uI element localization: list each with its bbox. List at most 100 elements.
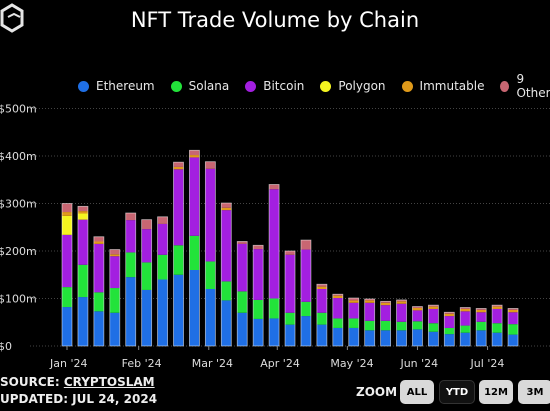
bar-segment: [316, 289, 327, 313]
bar-segment: [93, 311, 104, 346]
bar-segment: [125, 220, 136, 253]
bar-segment: [508, 312, 519, 325]
bar-segment: [508, 334, 519, 346]
source-credit: SOURCE: CRYPTOSLAM: [0, 375, 155, 389]
bar-segment: [332, 327, 343, 346]
zoom-label: ZOOM: [356, 385, 398, 399]
bar-segment: [444, 327, 455, 335]
bar-segment: [221, 300, 232, 346]
bar-outline: [364, 298, 376, 347]
bar-segment: [428, 323, 439, 332]
bar-segment: [285, 312, 296, 325]
bar-segment: [205, 289, 216, 346]
bar-segment: [141, 219, 152, 230]
legend-label: Ethereum: [96, 79, 155, 93]
bar-outline: [443, 311, 455, 347]
bar-segment: [93, 292, 104, 312]
bar-segment: [428, 305, 439, 307]
bar-segment: [300, 240, 311, 250]
bar-outline: [236, 241, 248, 347]
bar-outline: [252, 244, 264, 347]
bar-segment: [189, 155, 200, 158]
legend-item[interactable]: 9 Others: [500, 72, 550, 100]
bar-outline: [348, 297, 360, 347]
bar-segment: [364, 300, 375, 303]
legend-label: Polygon: [338, 79, 386, 93]
bar-segment: [476, 312, 487, 322]
bar-segment: [380, 330, 391, 346]
bar-segment: [380, 301, 391, 303]
bar-segment: [396, 299, 407, 302]
bar-outline: [125, 212, 137, 347]
legend-item[interactable]: Ethereum: [78, 72, 155, 100]
bar-outline: [316, 283, 328, 347]
zoom-ytd-button[interactable]: YTD: [439, 380, 475, 404]
bar-segment: [460, 311, 471, 326]
bar-segment: [205, 161, 216, 169]
chart-title: NFT Trade Volume by Chain: [130, 8, 420, 32]
bar-segment: [189, 150, 200, 156]
bar-segment: [444, 334, 455, 346]
bar-outline: [220, 202, 232, 347]
bar-segment: [109, 249, 120, 255]
bar-segment: [77, 219, 88, 265]
legend-item[interactable]: Bitcoin: [245, 72, 304, 100]
bar-segment: [492, 305, 503, 307]
bar-segment: [444, 312, 455, 314]
bar-segment: [316, 286, 327, 289]
bar-segment: [508, 309, 519, 313]
bar-segment: [253, 245, 264, 250]
bar-segment: [476, 309, 487, 313]
bar-segment: [285, 254, 296, 313]
bar-segment: [221, 210, 232, 282]
bar-outline: [157, 216, 168, 347]
x-tick-label: Jun '24: [399, 357, 438, 370]
source-link[interactable]: CRYPTOSLAM: [63, 375, 155, 389]
bar-segment: [300, 249, 311, 302]
bar-segment: [316, 284, 327, 287]
bar-segment: [237, 312, 248, 346]
bar-segment: [221, 207, 232, 211]
zoom-all-button[interactable]: ALL: [400, 380, 434, 404]
bar-outline: [475, 308, 487, 347]
bar-outline: [491, 304, 503, 347]
bar-segment: [157, 254, 168, 280]
legend-item[interactable]: Solana: [170, 72, 229, 100]
cryptoslam-cube-icon: [0, 3, 24, 33]
bar-segment: [300, 301, 311, 317]
bar-outline: [300, 239, 312, 347]
zoom-12m-button[interactable]: 12M: [479, 380, 513, 404]
bar-segment: [444, 316, 455, 328]
bar-segment: [157, 279, 168, 346]
bar-segment: [269, 184, 280, 190]
bar-segment: [412, 329, 423, 346]
zoom-3m-button[interactable]: 3M: [518, 380, 550, 404]
bar-segment: [316, 324, 327, 346]
bar-segment: [62, 215, 72, 235]
bar-segment: [380, 305, 391, 321]
legend-item[interactable]: Immutable: [401, 72, 484, 100]
legend-label: Bitcoin: [263, 79, 305, 93]
bar-segment: [173, 274, 184, 346]
bar-segment: [348, 302, 359, 319]
bar-segment: [77, 206, 88, 212]
bar-segment: [492, 332, 503, 346]
bar-outline: [268, 184, 280, 347]
bar-segment: [77, 211, 88, 214]
bar-segment: [93, 243, 104, 293]
x-tick-label: Apr '24: [260, 357, 300, 370]
bar-segment: [109, 312, 120, 346]
bar-segment: [93, 236, 104, 242]
legend-item[interactable]: Polygon: [320, 72, 386, 100]
bar-segment: [508, 324, 519, 335]
bar-segment: [237, 243, 248, 292]
bar-outline: [332, 293, 344, 347]
bar-segment: [173, 169, 184, 246]
bar-segment: [269, 298, 280, 319]
x-tick-label: Feb '24: [122, 357, 162, 370]
bar-segment: [348, 327, 359, 346]
bar-outline: [77, 205, 89, 347]
bar-segment: [364, 302, 375, 321]
bar-segment: [428, 308, 439, 324]
bar-segment: [348, 318, 359, 328]
